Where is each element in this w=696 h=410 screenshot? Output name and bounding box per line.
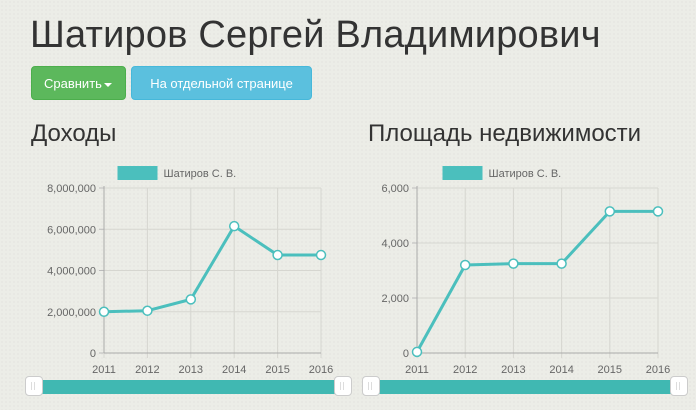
legend-label: Шатиров С. В. — [164, 168, 237, 180]
income-title: Доходы — [31, 120, 117, 147]
x-tick-label: 2014 — [549, 364, 573, 376]
property-range-slider[interactable] — [362, 376, 688, 398]
y-tick-label: 4,000 — [381, 238, 409, 250]
y-tick-label: 0 — [90, 348, 96, 360]
data-point — [556, 258, 567, 269]
compare-button[interactable]: Сравнить — [31, 66, 126, 100]
income-chart: 0 2,000,000 4,000,000 6,000,000 8,000,000 201… — [0, 160, 340, 380]
x-tick-label: 2014 — [222, 364, 246, 376]
line-chart-svg: 0 2,000,000 4,000,000 6,000,000 8,000,000 201… — [47, 166, 333, 376]
line-chart-svg: 0 2,000 4,000 6,000 2011 2012 2013 2014 2015 2016… — [381, 166, 670, 376]
x-tick-label: 2016 — [309, 364, 333, 376]
y-tick-label: 6,000,000 — [47, 224, 96, 236]
compare-button-label: Сравнить — [44, 76, 102, 91]
x-tick-label: 2011 — [405, 364, 429, 376]
x-tick-label: 2012 — [135, 364, 159, 376]
x-tick-label: 2013 — [179, 364, 203, 376]
caret-down-icon — [103, 82, 112, 87]
y-tick-label: 2,000,000 — [47, 307, 96, 319]
data-point — [315, 249, 327, 261]
data-point — [652, 206, 664, 217]
property-slider-track[interactable] — [368, 380, 682, 394]
y-tick-label: 8,000,000 — [47, 183, 96, 195]
y-tick-label: 4,000,000 — [47, 266, 96, 278]
x-tick-label: 2012 — [453, 364, 477, 376]
x-tick-label: 2013 — [501, 364, 525, 376]
data-point — [508, 258, 519, 269]
legend-swatch — [442, 166, 483, 180]
income-slider-track[interactable] — [31, 380, 346, 394]
series-line — [415, 209, 658, 353]
data-point — [604, 206, 616, 217]
property-slider-right-handle[interactable] — [670, 376, 688, 396]
data-point — [142, 305, 153, 316]
x-tick-label: 2016 — [646, 364, 670, 376]
data-point — [98, 306, 110, 317]
property-slider-left-handle[interactable] — [362, 376, 380, 396]
x-tick-label: 2015 — [598, 364, 622, 376]
separate-page-button[interactable]: На отдельной странице — [131, 66, 312, 100]
data-point — [185, 294, 197, 305]
x-tick-label: 2011 — [92, 364, 116, 376]
series-line — [103, 224, 321, 314]
property-chart: 0 2,000 4,000 6,000 2011 2012 2013 2014 2015 2016… — [337, 160, 677, 380]
legend-swatch — [117, 166, 158, 180]
income-slider-left-handle[interactable] — [25, 376, 43, 396]
data-point — [272, 249, 283, 261]
data-point — [411, 346, 423, 358]
page-title: Шатиров Сергей Владимирович — [30, 14, 601, 56]
x-tick-label: 2015 — [265, 364, 289, 376]
y-tick-label: 6,000 — [381, 183, 409, 195]
income-slider-right-handle[interactable] — [334, 376, 352, 396]
income-range-slider[interactable] — [25, 376, 352, 398]
data-point — [459, 259, 471, 271]
y-tick-label: 2,000 — [381, 293, 409, 305]
property-title: Площадь недвижимости — [368, 120, 642, 147]
data-point — [228, 220, 240, 232]
y-tick-label: 0 — [403, 348, 409, 360]
legend-label: Шатиров С. В. — [489, 168, 562, 180]
